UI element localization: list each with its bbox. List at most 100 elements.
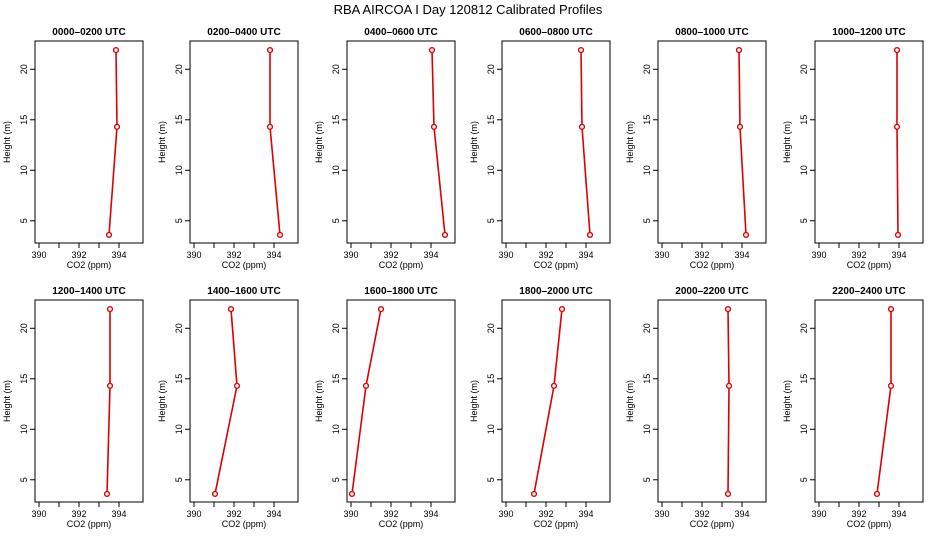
y-tick-label: 20 bbox=[19, 323, 29, 333]
x-tick-label: 394 bbox=[111, 250, 126, 260]
y-tick-label: 10 bbox=[799, 165, 809, 175]
y-axis-label: Height (m) bbox=[469, 121, 479, 163]
y-tick-label: 10 bbox=[799, 424, 809, 434]
plot-frame bbox=[657, 40, 767, 244]
y-tick-label: 5 bbox=[799, 477, 809, 482]
data-point bbox=[233, 382, 241, 389]
panel-title: 1400–1600 UTC bbox=[207, 286, 280, 297]
y-tick-label: 5 bbox=[642, 218, 652, 223]
x-tick-label: 394 bbox=[891, 509, 906, 519]
data-point bbox=[736, 123, 744, 130]
y-tick-label: 20 bbox=[486, 64, 496, 74]
plot-frame bbox=[189, 299, 299, 503]
data-point bbox=[550, 382, 558, 389]
x-axis-label: CO2 (ppm) bbox=[67, 260, 112, 270]
y-axis-label: Height (m) bbox=[469, 380, 479, 422]
data-point bbox=[105, 231, 113, 239]
y-tick-label: 20 bbox=[331, 64, 341, 74]
panel-title: 0000–0200 UTC bbox=[52, 27, 125, 38]
y-tick-label: 5 bbox=[486, 218, 496, 223]
y-tick-label: 10 bbox=[331, 165, 341, 175]
profile-line bbox=[727, 309, 730, 494]
y-axis-label: Height (m) bbox=[314, 121, 324, 163]
data-point bbox=[211, 490, 219, 498]
y-tick-label: 20 bbox=[174, 323, 184, 333]
x-axis-label: CO2 (ppm) bbox=[690, 260, 735, 270]
data-point bbox=[742, 231, 750, 239]
plot-frame bbox=[346, 40, 456, 244]
y-tick-label: 20 bbox=[486, 323, 496, 333]
y-axis-label: Height (m) bbox=[157, 380, 167, 422]
y-tick-label: 5 bbox=[486, 477, 496, 482]
x-tick-label: 390 bbox=[498, 509, 513, 519]
plot-frame bbox=[346, 299, 456, 503]
data-point bbox=[893, 123, 901, 130]
x-tick-label: 394 bbox=[423, 509, 438, 519]
x-axis-label: CO2 (ppm) bbox=[690, 519, 735, 529]
y-tick-label: 5 bbox=[174, 477, 184, 482]
y-tick-label: 10 bbox=[174, 424, 184, 434]
x-axis-label: CO2 (ppm) bbox=[67, 519, 112, 529]
x-tick-label: 392 bbox=[383, 509, 398, 519]
y-tick-label: 15 bbox=[19, 374, 29, 384]
x-tick-label: 392 bbox=[383, 250, 398, 260]
x-tick-label: 394 bbox=[734, 250, 749, 260]
y-tick-label: 5 bbox=[19, 218, 29, 223]
data-point bbox=[430, 123, 438, 130]
y-tick-label: 15 bbox=[642, 374, 652, 384]
data-point bbox=[586, 231, 594, 239]
x-tick-label: 394 bbox=[423, 250, 438, 260]
data-point bbox=[106, 382, 114, 389]
x-tick-label: 392 bbox=[851, 509, 866, 519]
profile-line bbox=[533, 309, 563, 495]
x-tick-label: 392 bbox=[71, 509, 86, 519]
x-tick-label: 394 bbox=[578, 250, 593, 260]
x-tick-label: 390 bbox=[31, 509, 46, 519]
y-axis-label: Height (m) bbox=[314, 380, 324, 422]
data-point bbox=[362, 382, 370, 389]
y-tick-label: 10 bbox=[174, 165, 184, 175]
x-tick-label: 390 bbox=[31, 250, 46, 260]
plot-frame bbox=[34, 299, 144, 503]
y-tick-label: 20 bbox=[174, 64, 184, 74]
y-tick-label: 5 bbox=[642, 477, 652, 482]
data-point bbox=[577, 46, 585, 54]
data-point bbox=[112, 46, 120, 54]
y-axis-label: Height (m) bbox=[782, 121, 792, 163]
y-tick-label: 10 bbox=[486, 165, 496, 175]
y-tick-label: 5 bbox=[19, 477, 29, 482]
x-tick-label: 390 bbox=[186, 250, 201, 260]
profile-line bbox=[351, 308, 382, 495]
y-tick-label: 5 bbox=[331, 477, 341, 482]
y-tick-label: 15 bbox=[486, 374, 496, 384]
data-point bbox=[266, 46, 274, 54]
plot-frame bbox=[34, 40, 144, 244]
data-point bbox=[894, 231, 902, 239]
x-tick-label: 390 bbox=[654, 250, 669, 260]
y-tick-label: 10 bbox=[486, 424, 496, 434]
y-tick-label: 15 bbox=[174, 115, 184, 125]
x-tick-label: 390 bbox=[498, 250, 513, 260]
x-tick-label: 390 bbox=[811, 250, 826, 260]
data-point bbox=[103, 490, 111, 498]
data-point bbox=[578, 123, 586, 130]
data-point bbox=[735, 46, 743, 54]
profile-line bbox=[269, 50, 281, 235]
y-tick-label: 15 bbox=[642, 115, 652, 125]
y-axis-label: Height (m) bbox=[157, 121, 167, 163]
profile-line bbox=[106, 309, 111, 494]
data-point bbox=[428, 46, 436, 54]
x-tick-label: 394 bbox=[111, 509, 126, 519]
data-point bbox=[724, 490, 732, 498]
panel-title: 0200–0400 UTC bbox=[207, 27, 280, 38]
y-tick-label: 15 bbox=[331, 115, 341, 125]
x-tick-label: 394 bbox=[891, 250, 906, 260]
x-axis-label: CO2 (ppm) bbox=[222, 519, 267, 529]
